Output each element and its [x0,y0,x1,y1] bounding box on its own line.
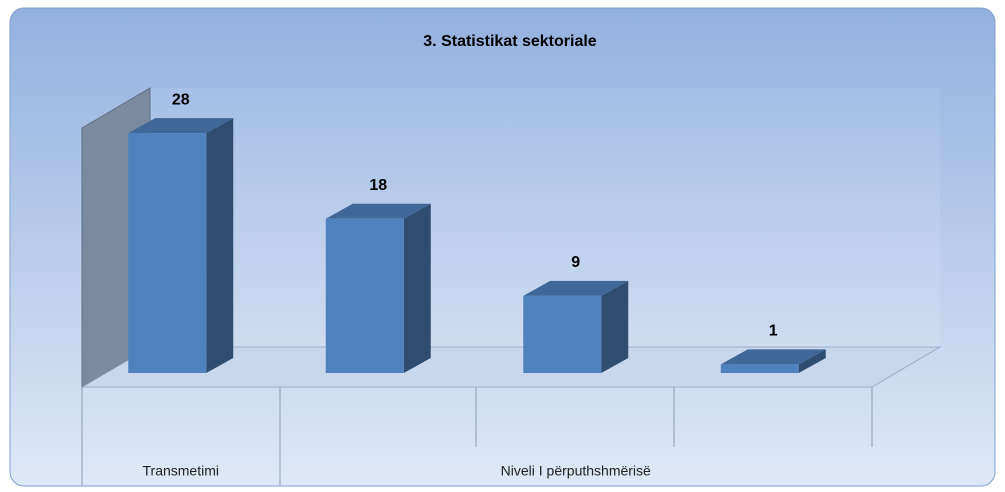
bar [128,118,234,373]
bar-side [601,280,629,373]
bar-top [325,203,431,219]
chart-title: 3. Statistikat sektoriale [423,33,597,50]
bar-side [206,118,234,373]
category-table [81,387,873,486]
bar-side [403,203,431,373]
bar-front [128,133,207,373]
bar-top [128,118,234,134]
data-label: 28 [172,91,190,108]
data-label: 18 [369,177,387,194]
bar [523,280,629,373]
group-label: Transmetimi [143,463,220,479]
bar [325,203,431,373]
bar-front [325,218,404,373]
data-label: 9 [571,254,580,271]
group-label: Niveli I përputhshmërisë [501,463,651,479]
bar-side [798,349,826,373]
floor [80,346,942,388]
bar [720,349,826,373]
bar-top [523,280,629,296]
bar-front [720,364,799,373]
bar-top [720,349,826,365]
data-label: 1 [769,323,778,340]
bar-front [523,295,602,373]
